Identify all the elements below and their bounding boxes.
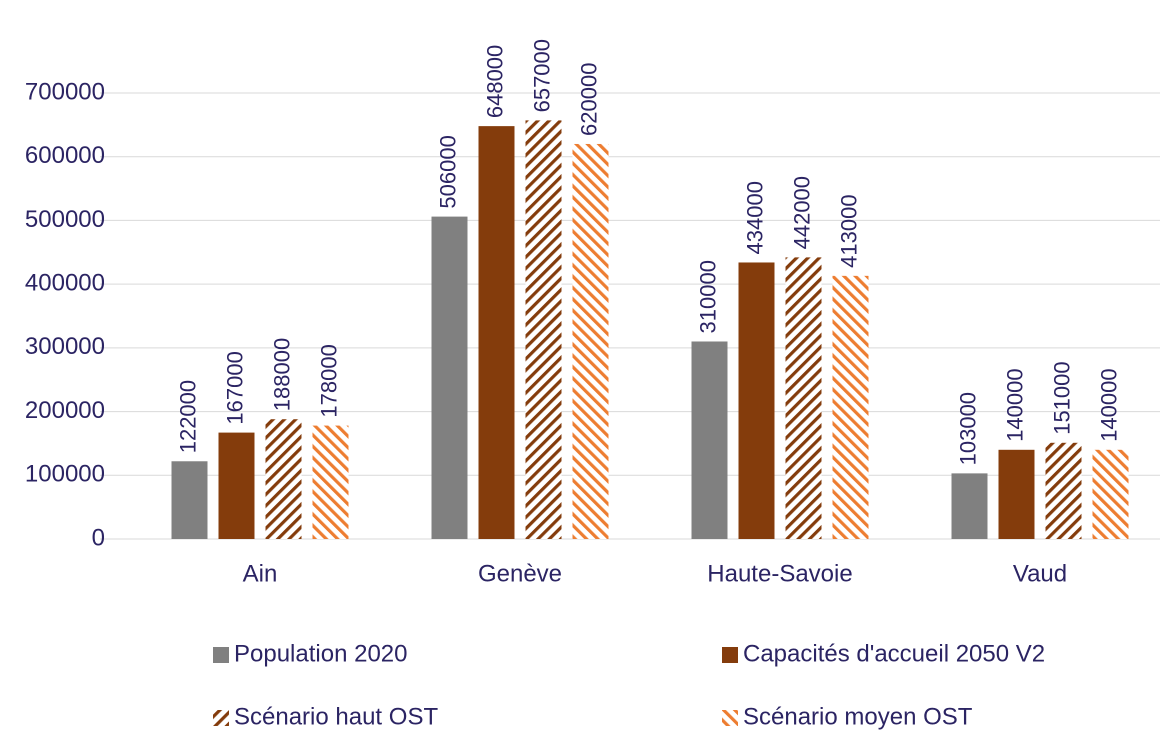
bar [572, 143, 609, 539]
value-label: 620000 [576, 63, 601, 136]
y-tick-label: 200000 [25, 397, 105, 424]
legend-swatch [722, 710, 738, 726]
y-tick-label: 500000 [25, 206, 105, 233]
legend-label: Capacités d'accueil 2050 V2 [743, 640, 1045, 667]
bar [1045, 442, 1082, 539]
bar [738, 262, 775, 539]
y-tick-label: 400000 [25, 269, 105, 296]
bar [171, 461, 208, 539]
x-tick-label: Ain [243, 560, 278, 587]
legend-swatch [722, 647, 738, 663]
bar [312, 425, 349, 539]
legend-swatch [213, 647, 229, 663]
bar [218, 432, 255, 539]
legend-swatch [213, 710, 229, 726]
value-label: 122000 [175, 380, 200, 453]
legend-label: Scénario moyen OST [743, 703, 973, 730]
value-label: 140000 [1096, 368, 1121, 441]
y-tick-label: 600000 [25, 142, 105, 169]
legend-label: Scénario haut OST [234, 703, 438, 730]
bar [691, 341, 728, 539]
x-tick-label: Vaud [1013, 560, 1067, 587]
bar [998, 449, 1035, 539]
value-label: 442000 [789, 176, 814, 249]
value-label: 151000 [1049, 361, 1074, 434]
bar [431, 216, 468, 539]
bar [478, 126, 515, 539]
value-label: 178000 [316, 344, 341, 417]
x-tick-label: Genève [478, 560, 562, 587]
y-tick-label: 700000 [25, 78, 105, 105]
bar [265, 419, 302, 539]
y-tick-label: 300000 [25, 333, 105, 360]
x-tick-label: Haute-Savoie [707, 560, 852, 587]
value-label: 188000 [269, 338, 294, 411]
bar [785, 257, 822, 539]
value-label: 140000 [1002, 368, 1027, 441]
bar [951, 473, 988, 539]
legend-label: Population 2020 [234, 640, 407, 667]
y-tick-label: 0 [92, 524, 105, 551]
value-label: 506000 [435, 135, 460, 208]
value-label: 413000 [836, 194, 861, 267]
value-label: 434000 [742, 181, 767, 254]
value-label: 167000 [222, 351, 247, 424]
value-label: 657000 [529, 39, 554, 112]
value-label: 310000 [695, 260, 720, 333]
bar [832, 275, 869, 539]
bar [525, 120, 562, 539]
value-label: 103000 [955, 392, 980, 465]
bar [1092, 449, 1129, 539]
y-tick-label: 100000 [25, 461, 105, 488]
value-label: 648000 [482, 45, 507, 118]
